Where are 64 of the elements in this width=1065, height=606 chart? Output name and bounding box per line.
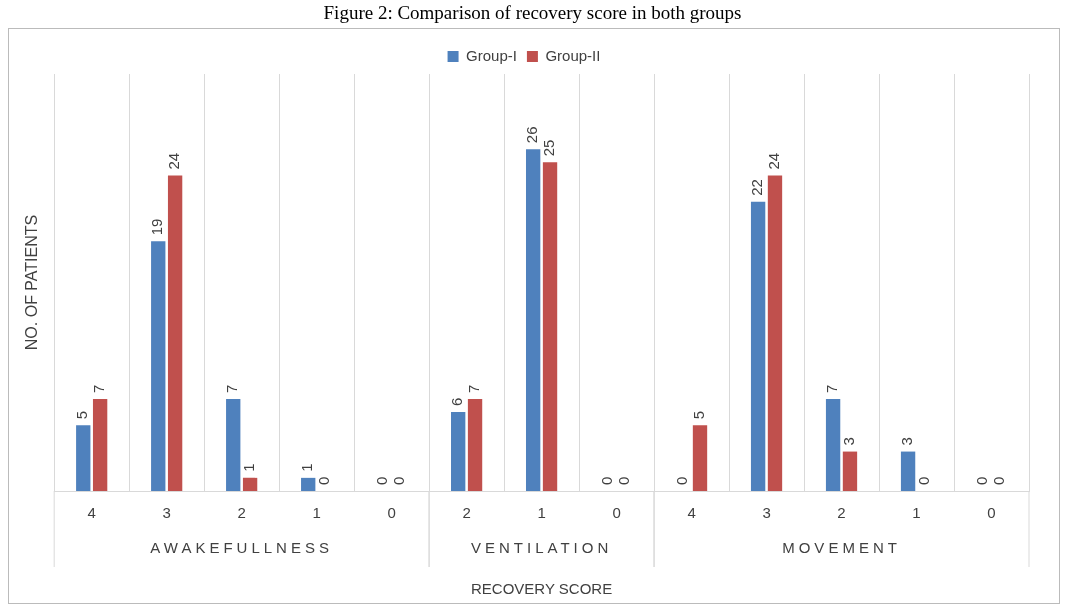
bar	[242, 477, 258, 491]
x-tick-label: 4	[687, 504, 696, 522]
chart-title: Figure 2: Comparison of recovery score in both groups	[322, 1, 743, 25]
bar	[151, 241, 166, 491]
data-label: 24	[165, 152, 183, 170]
data-label: 0	[315, 476, 333, 485]
x-tick-label: 4	[87, 504, 96, 522]
bar	[825, 398, 841, 491]
bar	[692, 425, 708, 491]
data-label: 7	[223, 384, 241, 393]
bar	[76, 425, 91, 491]
bar	[167, 175, 183, 491]
data-label: 25	[540, 139, 558, 157]
x-tick-label: 3	[162, 504, 171, 522]
bar	[767, 175, 783, 491]
x-tick-label: 0	[987, 504, 996, 522]
text: AWAKEFULLNESS	[150, 539, 333, 557]
data-label: 0	[373, 476, 391, 485]
x-tick-label: 2	[837, 504, 846, 522]
x-tick-label: 2	[237, 504, 246, 522]
x-tick-label: 2	[462, 504, 471, 522]
bar	[750, 201, 766, 491]
text: MOVEMENT	[782, 539, 901, 557]
data-label: 0	[915, 476, 933, 485]
bar	[467, 398, 483, 491]
data-label: 0	[390, 476, 408, 485]
data-label: 0	[615, 476, 633, 485]
data-label: 3	[840, 437, 858, 446]
x-tick-label: 1	[312, 504, 321, 522]
bar	[900, 451, 916, 491]
bar	[92, 398, 108, 491]
y-axis-title: NO. OF PATIENTS	[23, 214, 41, 351]
x-tick-label: 1	[537, 504, 546, 522]
data-label: 1	[240, 463, 258, 472]
data-label: 3	[898, 437, 916, 446]
bar	[451, 412, 466, 491]
data-label: 7	[465, 384, 483, 393]
data-label: 0	[973, 476, 991, 485]
bar	[542, 162, 558, 491]
data-label: 1	[298, 463, 316, 472]
x-tick-label: 1	[912, 504, 921, 522]
data-label: 5	[690, 410, 708, 420]
data-label: 6	[448, 397, 466, 407]
data-label: 26	[523, 126, 541, 144]
bar	[842, 451, 858, 491]
x-tick-label: 3	[762, 504, 771, 522]
text: VENTILATION	[470, 539, 613, 557]
data-label: 7	[90, 384, 108, 393]
data-label: 22	[748, 179, 766, 196]
legend-label: Group-I	[466, 46, 517, 64]
data-label: 0	[598, 476, 616, 485]
data-label: 0	[990, 476, 1008, 485]
data-label: 0	[673, 476, 691, 485]
bar	[525, 149, 541, 491]
bar	[226, 398, 241, 491]
bar	[301, 477, 316, 491]
data-label: 7	[823, 384, 841, 393]
data-label: 19	[148, 218, 166, 236]
legend-label: Group-II	[545, 46, 601, 64]
data-label: 24	[765, 152, 783, 170]
x-axis-title: RECOVERY SCORE	[471, 580, 613, 598]
x-tick-label: 0	[387, 504, 396, 522]
x-tick-label: 0	[612, 504, 621, 522]
data-label: 5	[73, 410, 91, 420]
